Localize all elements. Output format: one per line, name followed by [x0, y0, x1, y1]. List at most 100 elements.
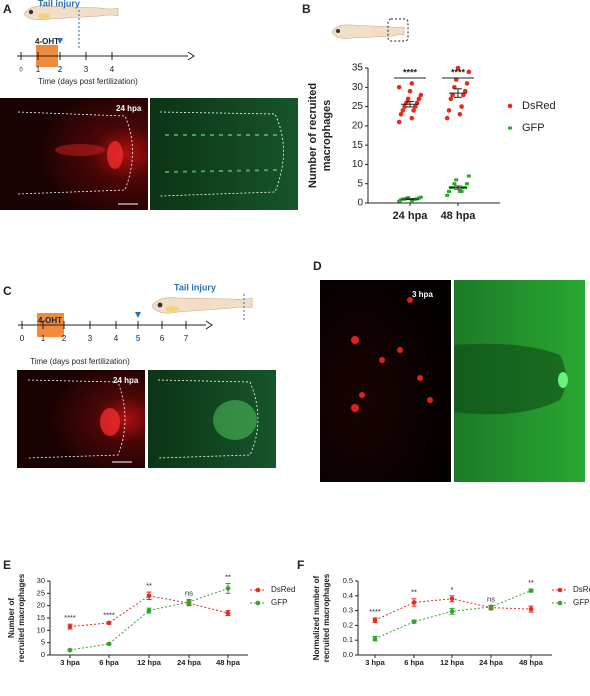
data-point — [146, 608, 152, 613]
panel-label: F — [297, 558, 304, 572]
timeline-tick-label: 0 — [19, 68, 23, 74]
timeline-tick-label: 7 — [184, 334, 189, 343]
significance-label: **** — [64, 613, 76, 622]
y-axis-label: Normalized number of — [312, 575, 321, 660]
data-point — [528, 588, 534, 593]
y-axis-label: Number of — [7, 598, 16, 638]
timeline-label: Time (days post fertilization) — [30, 357, 130, 366]
data-point — [459, 189, 464, 193]
data-point — [464, 81, 470, 86]
timeline-tick-label: 3 — [88, 334, 93, 343]
image-red — [320, 280, 451, 482]
data-point — [225, 610, 231, 616]
injury-label: Tail injury — [38, 0, 80, 8]
y-tick-label: 30 — [37, 576, 45, 585]
x-tick-label: 24 hpa — [177, 658, 202, 667]
y-tick-label: 5 — [41, 638, 45, 647]
fish-icon — [331, 18, 409, 42]
timeline-arrow — [205, 320, 213, 330]
y-tick-label: 0.3 — [343, 606, 353, 615]
x-tick-label: 3 hpa — [60, 658, 80, 667]
y-tick-label: 35 — [352, 63, 364, 74]
timeline-tick-label: 2 — [62, 334, 67, 343]
x-tick-label: 48 hpa — [519, 658, 544, 667]
data-point — [411, 619, 417, 624]
image-green — [454, 280, 585, 482]
legend-label: GFP — [573, 598, 589, 607]
panel-label: B — [302, 2, 311, 16]
x-tick-label: 24 hpa — [479, 658, 504, 667]
injury-marker — [57, 38, 63, 44]
data-point — [411, 108, 416, 113]
y-tick-label: 30 — [352, 82, 364, 93]
data-point — [461, 92, 466, 98]
y-tick-label: 0 — [41, 650, 45, 659]
y-tick-label: 25 — [352, 101, 364, 112]
legend-label: GFP — [271, 598, 287, 607]
data-point — [146, 593, 152, 599]
significance-label: ** — [146, 581, 152, 590]
data-point — [457, 111, 463, 117]
x-tick-label: 12 hpa — [440, 658, 465, 667]
x-tick-label: 6 hpa — [404, 658, 424, 667]
y-tick-label: 15 — [37, 613, 45, 622]
y-tick-label: 0.4 — [343, 591, 353, 600]
legend-label: DsRed — [573, 585, 590, 594]
data-point — [466, 174, 471, 178]
image-label: 24 hpa — [116, 104, 142, 113]
x-tick-label: 48 hpa — [441, 210, 477, 222]
data-point — [106, 620, 112, 626]
timeline-tick-label: 4 — [114, 334, 119, 343]
fish-icon — [23, 5, 119, 21]
y-tick-label: 0.5 — [343, 576, 353, 585]
injury-marker — [135, 312, 141, 318]
image-label: 3 hpa — [412, 290, 433, 299]
y-tick-label: 10 — [37, 625, 45, 634]
y-tick-label: 20 — [352, 120, 364, 131]
data-point — [465, 182, 469, 186]
data-point — [444, 115, 450, 121]
panel-label: A — [3, 2, 12, 16]
y-axis-label: recruited macrophages — [17, 573, 26, 662]
legend-label: DsRed — [522, 100, 556, 112]
y-tick-label: 5 — [357, 178, 363, 189]
x-tick-label: 48 hpa — [216, 658, 241, 667]
data-point — [449, 596, 455, 602]
data-point — [462, 88, 468, 94]
legend-marker — [255, 600, 261, 606]
y-axis-label: macrophages — [321, 100, 333, 172]
panel-label: C — [3, 284, 12, 298]
panel-label: E — [3, 558, 11, 572]
significance-label: ** — [528, 578, 534, 587]
data-point — [488, 604, 494, 610]
treatment-label: 4-OHT — [38, 316, 62, 325]
significance-label: ** — [411, 588, 417, 597]
data-point — [418, 195, 423, 199]
data-point — [67, 624, 73, 629]
legend-marker — [255, 587, 261, 593]
data-point — [186, 599, 192, 605]
y-axis-label: recruited macrophages — [322, 573, 331, 662]
legend-marker — [508, 126, 512, 130]
timeline-tick-label: 5 — [136, 334, 141, 343]
data-point — [400, 108, 406, 113]
data-point — [459, 104, 464, 109]
timeline-tick-label: 3 — [84, 65, 89, 74]
series-line — [69, 595, 229, 628]
data-point — [416, 96, 422, 102]
y-axis-label: Number of recruited — [307, 83, 319, 188]
data-point — [407, 88, 413, 94]
significance-label: **** — [451, 67, 466, 77]
significance-label: **** — [369, 607, 381, 616]
timeline-tick-label: 4 — [110, 65, 115, 74]
y-tick-label: 0 — [357, 198, 363, 209]
data-point — [418, 92, 424, 98]
data-point — [447, 189, 451, 193]
data-point — [409, 81, 415, 86]
data-point — [446, 108, 452, 113]
data-point — [528, 606, 534, 612]
timeline-tick-label: 1 — [36, 65, 41, 74]
significance-label: **** — [403, 67, 418, 77]
data-point — [396, 119, 402, 125]
data-point — [396, 84, 402, 90]
